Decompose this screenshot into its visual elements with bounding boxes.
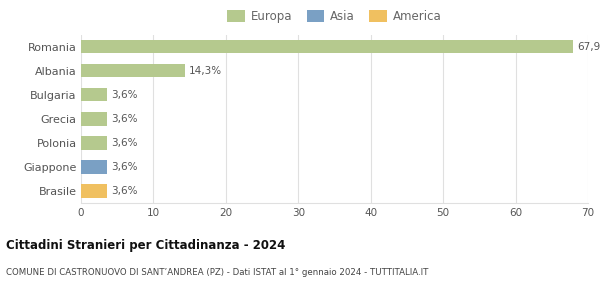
Bar: [81, 112, 107, 126]
Text: 67,9%: 67,9%: [577, 42, 600, 52]
Bar: [81, 160, 107, 173]
Text: 3,6%: 3,6%: [112, 90, 138, 100]
Text: 3,6%: 3,6%: [112, 138, 138, 148]
Bar: [81, 64, 185, 77]
Bar: [81, 136, 107, 150]
Bar: [81, 40, 573, 53]
Bar: [81, 184, 107, 197]
Text: Cittadini Stranieri per Cittadinanza - 2024: Cittadini Stranieri per Cittadinanza - 2…: [6, 239, 286, 252]
Legend: Europa, Asia, America: Europa, Asia, America: [225, 8, 444, 26]
Text: 14,3%: 14,3%: [189, 66, 222, 76]
Text: COMUNE DI CASTRONUOVO DI SANT’ANDREA (PZ) - Dati ISTAT al 1° gennaio 2024 - TUTT: COMUNE DI CASTRONUOVO DI SANT’ANDREA (PZ…: [6, 268, 428, 277]
Bar: [81, 88, 107, 102]
Text: 3,6%: 3,6%: [112, 162, 138, 172]
Text: 3,6%: 3,6%: [112, 186, 138, 196]
Text: 3,6%: 3,6%: [112, 114, 138, 124]
